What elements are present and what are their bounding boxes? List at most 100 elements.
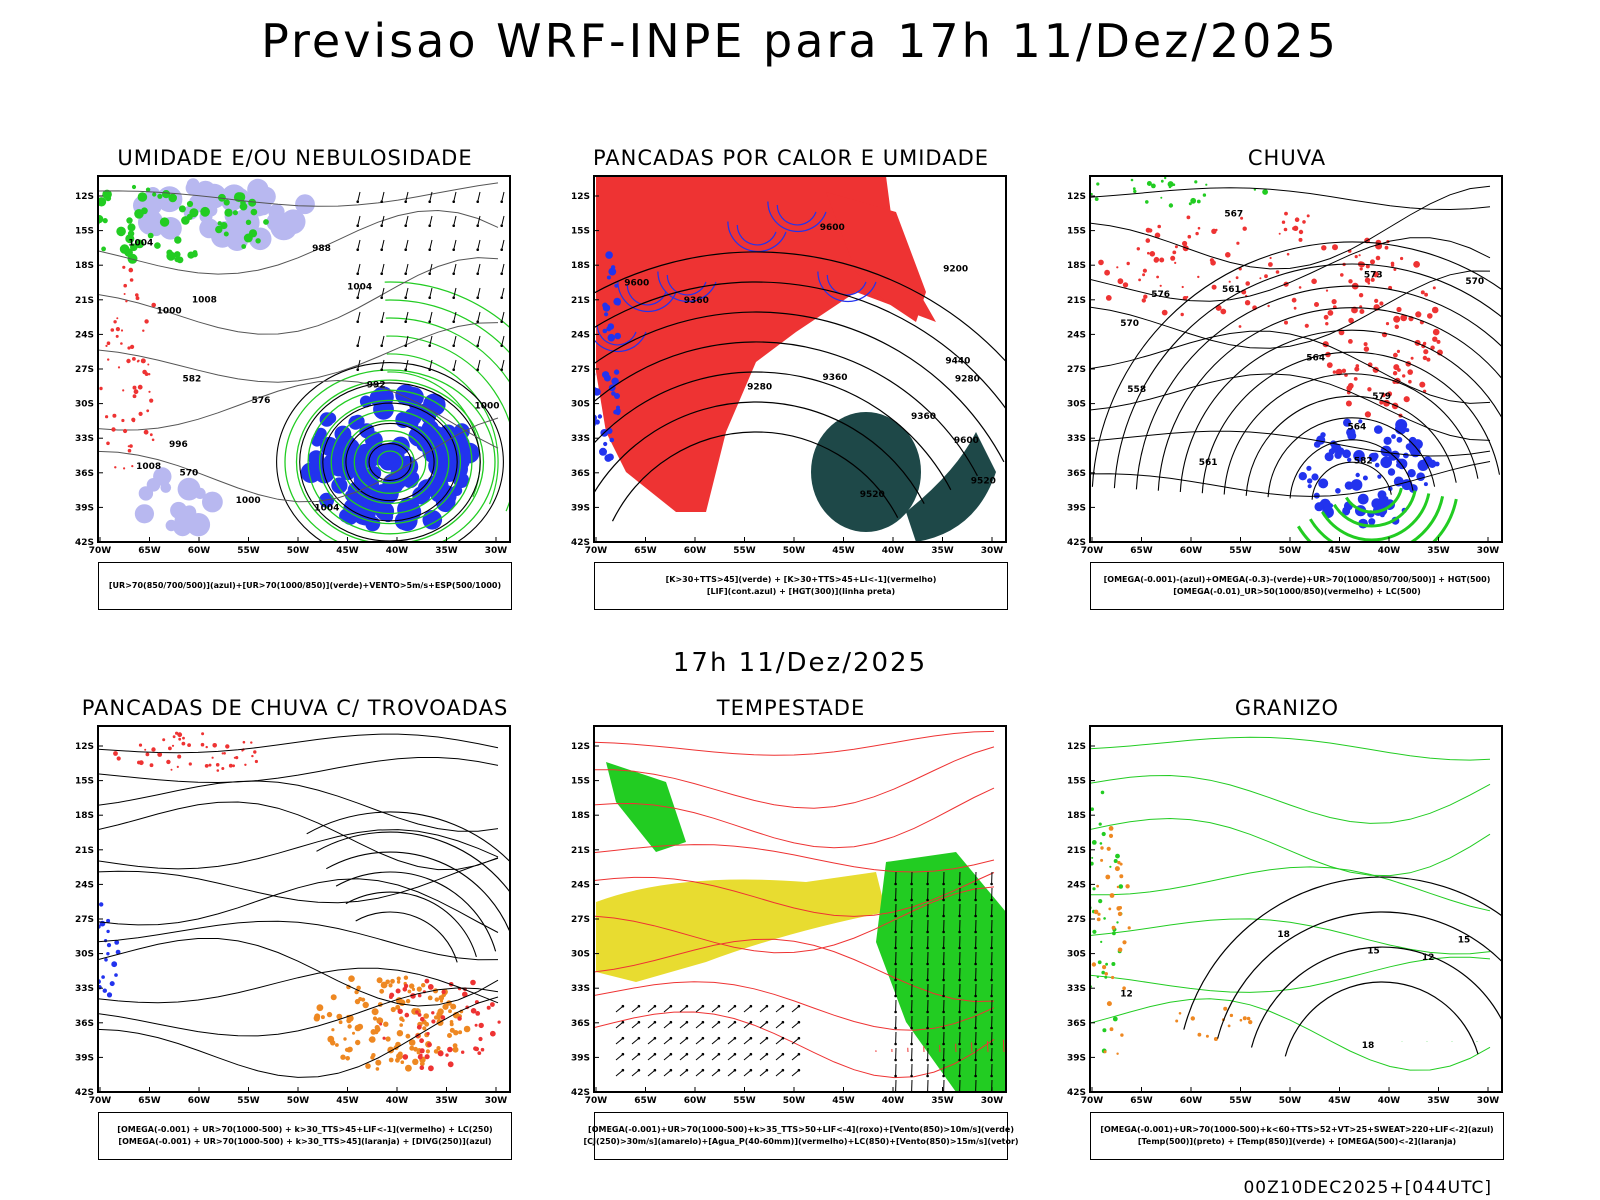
wind-vector [501,239,505,250]
map-fields [98,731,510,1078]
wind-vector-head [476,200,480,203]
field-blob [1363,346,1370,352]
field-blob [382,1036,386,1040]
rain-band [1309,496,1445,542]
field-blob [1225,252,1231,258]
field-blob [1353,377,1358,381]
field-blob [616,405,620,410]
wind-vector [615,1053,624,1061]
field-blob [1102,965,1107,970]
wind-vector [357,263,361,274]
wind-vector-head [621,1068,625,1072]
wind-vector [679,1037,688,1045]
field-blob [1347,457,1352,462]
field-blob [130,344,135,349]
legend-box: [UR>70(850/700/500)](azul)+[UR>70(1000/8… [98,562,512,610]
wind-vector-head [990,946,993,950]
lat-label: 30S [75,400,94,410]
panel-tempestade: TEMPESTADE 12S 15S 18S 21S 24S 27S 30S 33S 36S 39… [556,696,1026,1176]
field-blob [1111,925,1116,930]
wind-vector [477,311,481,322]
wind-vector [647,1069,656,1077]
field-blob [1347,431,1357,441]
legend-line: [OMEGA(-0.001) + UR>70(1000-500) + k>30_… [117,1125,493,1134]
wind-vector-head [974,962,977,966]
field-blob [186,513,211,537]
wind-vector-head [894,930,897,934]
field-blob [1213,1037,1218,1041]
field-blob [123,428,128,434]
lat-label: 27S [1067,365,1086,375]
lon-label: 30W [1477,546,1500,556]
streamline [1090,270,1491,349]
lon-label: 45W [1328,1096,1351,1106]
wind-vector [429,191,433,202]
field-blob [358,997,363,1001]
field-blob [1413,261,1420,268]
contour-label: 12 [1120,990,1133,1000]
field-blob [428,1065,434,1072]
contour-label: 582 [1354,456,1373,466]
contour-label: 18 [1277,930,1290,940]
lon-label: 30W [485,1096,508,1106]
field-blob [371,1053,376,1058]
field-blob [436,1046,441,1051]
field-blob [1108,907,1112,911]
field-blob [1307,478,1313,484]
field-blob [223,752,226,755]
field-blob [327,1035,335,1043]
field-blob [388,995,393,999]
wind-vector [453,359,457,370]
field-blob [1358,419,1363,424]
contour-label: 576 [1151,290,1170,300]
field-blob [109,981,115,987]
streamline [98,322,499,383]
field-blob [1112,931,1116,936]
field-blob [594,419,600,425]
wind-vector-head [781,1020,785,1024]
field-blob [1168,203,1174,208]
map-frame [97,725,511,1093]
field-blob [110,328,115,332]
map-granizo: 12 15 18 12 15 18 12S 15S 18S 21S 24S 27S 30S 33S 36S 3… [1067,725,1503,1106]
wind-vector-head [701,1020,705,1024]
wind-vector-head [926,1026,929,1030]
field-blob [127,445,130,448]
lat-label: 42S [571,1088,590,1098]
field-blob [1379,301,1384,306]
field-blob [1294,217,1300,222]
field-blob [1094,197,1099,201]
field-blob [151,747,156,752]
wind-vector-head [990,930,993,934]
field-blob [1311,278,1317,285]
wind-vector-head [749,1004,753,1008]
lon-label: 50W [783,546,806,556]
wind-vector-head [926,1010,929,1014]
wind-vector [663,1069,672,1077]
wind-vector [405,263,409,274]
field-blob [1331,299,1337,305]
field-blob [1104,972,1108,976]
field-blob [1423,482,1428,487]
wind-vector-head [974,1026,977,1030]
wind-vector-head [974,1010,977,1014]
wind-vector-head [990,994,993,998]
field-blob [166,759,171,765]
field-blob [1122,282,1129,288]
wind-vector [775,1005,784,1013]
wind-vector [695,1005,704,1013]
wind-vector-head [958,994,961,998]
wind-vector-head [910,1026,913,1030]
lon-label: 30W [981,546,1004,556]
field-blob [1098,259,1104,266]
wind-vector-head [797,1004,801,1008]
field-blob [1430,345,1435,350]
field-blob [138,411,143,416]
field-blob [1172,250,1177,255]
field-blob [379,988,385,994]
wind-vector [429,359,433,370]
field-blob [1244,300,1251,306]
legend-line: [OMEGA(-0.01)_UR>50(1000/850)(vermelho) … [1173,587,1421,596]
field-blob [1372,271,1379,278]
field-blob [251,754,254,758]
